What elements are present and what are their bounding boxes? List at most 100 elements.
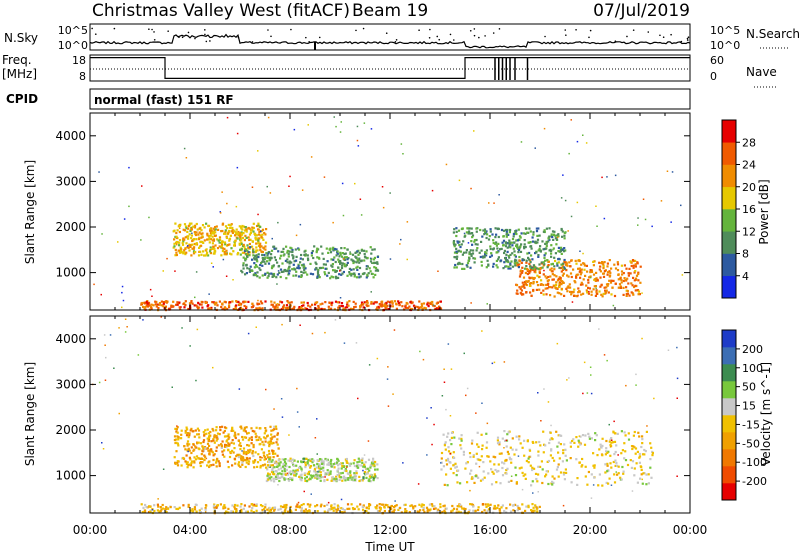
heatmap-cell: [300, 253, 303, 257]
heatmap-cell: [422, 504, 425, 507]
heatmap-cell: [355, 470, 358, 473]
heatmap-cell: [223, 445, 227, 448]
heatmap-cell: [284, 269, 287, 273]
heatmap-cell: [278, 472, 281, 475]
heatmap-cell: [598, 261, 601, 264]
heatmap-cell: [279, 257, 282, 260]
heatmap-cell: [632, 445, 635, 448]
frequency-panel: Freq. [MHz] 18 8 Nave 60 0: [2, 53, 777, 88]
heatmap-cell: [241, 271, 244, 274]
colorbar-block: [722, 164, 736, 188]
heatmap-cell: [338, 273, 341, 276]
heatmap-cell: [529, 464, 532, 467]
heatmap-cell: [142, 506, 145, 509]
heatmap-cell: [540, 460, 543, 463]
heatmap-speckle: [289, 175, 291, 178]
heatmap-speckle: [113, 367, 115, 369]
heatmap-cell: [197, 457, 200, 460]
heatmap-cell: [493, 463, 496, 466]
heatmap-cell: [239, 235, 242, 238]
heatmap-cell: [498, 443, 501, 446]
heatmap-cell: [190, 228, 193, 231]
heatmap-cell: [463, 267, 466, 270]
heatmap-cell: [373, 256, 376, 259]
heatmap-cell: [603, 261, 606, 264]
heatmap-cell: [569, 290, 572, 293]
heatmap-cell: [203, 434, 206, 437]
heatmap-cell: [532, 282, 535, 285]
heatmap-cell: [550, 255, 553, 258]
heatmap-cell: [369, 480, 372, 483]
heatmap-cell: [206, 238, 209, 241]
heatmap-cell: [501, 474, 505, 477]
heatmap-cell: [339, 472, 342, 475]
heatmap-cell: [186, 440, 190, 443]
heatmap-speckle: [367, 440, 370, 442]
heatmap-cell: [372, 462, 375, 465]
heatmap-cell: [650, 476, 653, 479]
heatmap-cell: [613, 473, 616, 476]
heatmap-cell: [556, 466, 559, 469]
heatmap-cell: [498, 452, 501, 455]
heatmap-cell: [594, 278, 597, 281]
heatmap-cell: [227, 435, 230, 438]
heatmap-cell: [279, 508, 282, 511]
heatmap-cell: [297, 263, 300, 266]
heatmap-cell: [489, 228, 492, 231]
heatmap-cell: [563, 234, 566, 237]
heatmap-cell: [618, 283, 622, 286]
heatmap-cell: [188, 302, 192, 305]
heatmap-cell: [634, 263, 637, 266]
heatmap-cell: [468, 257, 471, 260]
heatmap-cell: [484, 252, 487, 255]
heatmap-cell: [561, 274, 564, 277]
noise-search-dot: [113, 27, 116, 30]
heatmap-cell: [252, 504, 255, 507]
heatmap-cell: [485, 446, 488, 449]
heatmap-cell: [306, 257, 310, 260]
heatmap-speckle: [122, 299, 125, 302]
heatmap-cell: [419, 306, 422, 309]
heatmap-cell: [256, 224, 259, 228]
heatmap-cell: [208, 235, 211, 238]
heatmap-cell: [490, 483, 494, 486]
heatmap-cell: [182, 251, 185, 254]
heatmap-speckle: [520, 141, 523, 143]
heatmap-cell: [376, 306, 379, 309]
heatmap-cell: [439, 308, 442, 311]
heatmap-cell: [194, 251, 197, 254]
heatmap-cell: [513, 260, 516, 263]
heatmap-cell: [435, 308, 438, 311]
heatmap-cell: [261, 511, 264, 514]
heatmap-speckle: [324, 476, 326, 478]
heatmap-cell: [640, 473, 643, 476]
heatmap-speckle: [257, 213, 259, 216]
heatmap-cell: [336, 469, 339, 472]
heatmap-cell: [260, 229, 263, 233]
heatmap-cell: [273, 245, 276, 248]
heatmap-cell: [286, 306, 289, 309]
heatmap-cell: [193, 506, 196, 509]
heatmap-cell: [346, 478, 349, 481]
heatmap-cell: [494, 242, 497, 245]
heatmap-cell: [481, 256, 485, 259]
heatmap-cell: [410, 302, 413, 305]
heatmap-cell: [145, 305, 148, 308]
heatmap-cell: [515, 232, 518, 236]
heatmap-cell: [343, 509, 346, 512]
heatmap-cell: [240, 455, 243, 458]
heatmap-cell: [295, 464, 298, 467]
heatmap-cell: [564, 448, 567, 451]
heatmap-cell: [271, 442, 274, 445]
heatmap-cell: [333, 308, 336, 311]
heatmap-cell: [523, 439, 526, 442]
heatmap-speckle: [208, 466, 210, 469]
heatmap-cell: [506, 467, 509, 470]
heatmap-cell: [250, 438, 253, 441]
heatmap-cell: [181, 251, 184, 254]
heatmap-cell: [284, 508, 287, 511]
heatmap-cell: [306, 462, 309, 465]
heatmap-cell: [352, 272, 355, 275]
heatmap-speckle: [98, 381, 101, 384]
heatmap-cell: [553, 268, 556, 271]
